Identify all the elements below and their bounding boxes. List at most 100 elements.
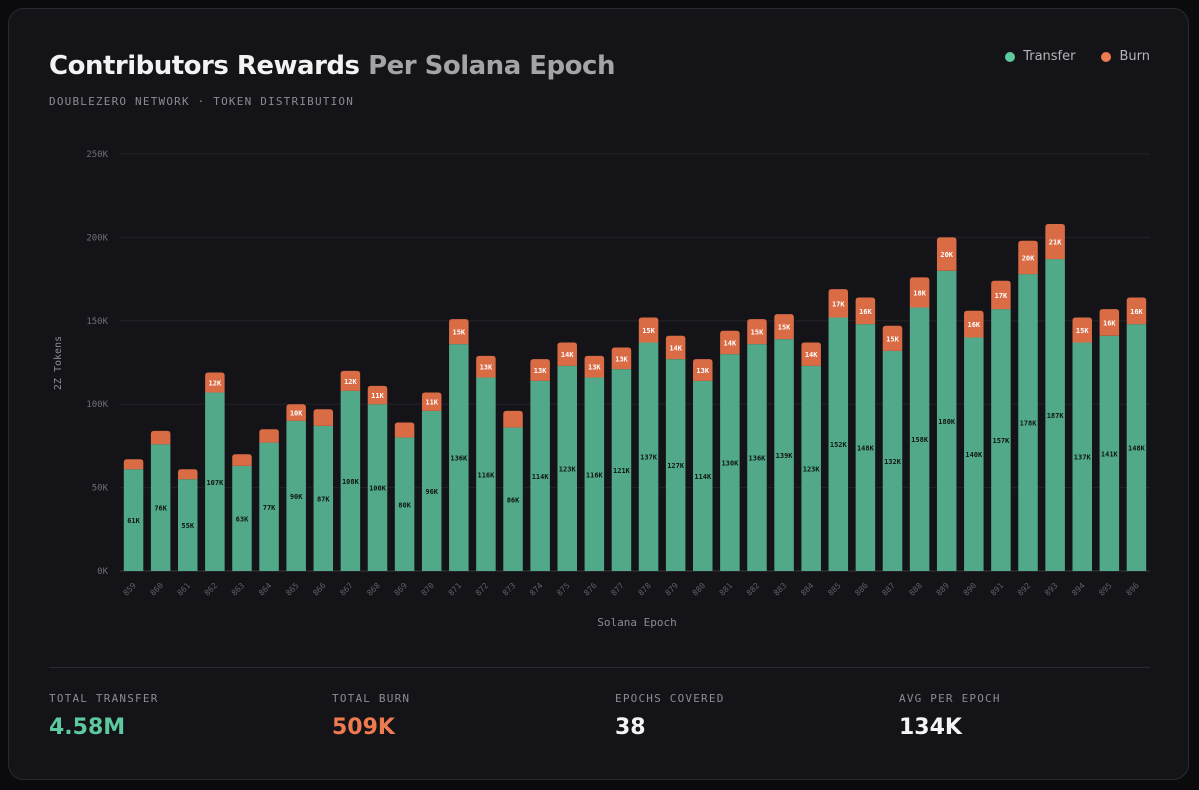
- bar-label-burn: 18K: [913, 289, 926, 297]
- x-tick-label: 892: [1016, 581, 1033, 598]
- bar-label-burn: 16K: [967, 321, 980, 329]
- bar-label-transfer: 61K: [127, 517, 140, 525]
- bar-label-transfer: 178K: [1020, 420, 1038, 428]
- bar-transfer: [232, 465, 252, 571]
- x-tick-label: 879: [663, 581, 680, 598]
- bar-burn: [476, 355, 496, 378]
- legend-label-burn: Burn: [1119, 49, 1150, 64]
- bar-transfer: [367, 404, 388, 571]
- bar-label-burn: 13K: [696, 367, 709, 375]
- bar-transfer: [178, 479, 198, 571]
- y-tick-label: 100K: [86, 400, 108, 410]
- bar-burn: [205, 372, 225, 393]
- bar-label-burn: 11K: [425, 399, 438, 407]
- stat-label: TOTAL TRANSFER: [49, 692, 159, 705]
- y-tick-label: 50K: [92, 484, 109, 494]
- bar-burn: [1099, 309, 1120, 336]
- bar-burn: [964, 310, 984, 338]
- x-tick-label: 885: [826, 581, 843, 598]
- x-tick-label: 860: [148, 581, 165, 598]
- bar-label-transfer: 100K: [369, 485, 387, 493]
- bar-label-burn: 17K: [832, 300, 845, 308]
- bar-burn: [584, 355, 605, 378]
- bar-burn: [503, 410, 523, 428]
- bar-label-burn: 15K: [778, 324, 791, 332]
- x-tick-label: 871: [447, 581, 464, 598]
- bar-label-burn: 13K: [615, 355, 628, 363]
- x-tick-label: 891: [989, 581, 1006, 598]
- bar-burn: [801, 342, 821, 366]
- bar-label-transfer: 123K: [803, 465, 821, 473]
- bar-burn: [232, 454, 252, 466]
- bar-label-transfer: 187K: [1047, 412, 1065, 420]
- bar-label-transfer: 136K: [749, 455, 767, 463]
- bar-label-burn: 21K: [1049, 239, 1062, 247]
- bar-transfer: [503, 427, 523, 571]
- bar-label-transfer: 77K: [263, 504, 276, 512]
- x-tick-label: 868: [365, 581, 382, 598]
- bar-transfer: [150, 444, 171, 571]
- stacked-bar-chart: 0K 50K 100K 150K 200K 250K 2Z Tokens Solana Epo…: [53, 150, 1150, 629]
- bar-burn: [313, 409, 334, 426]
- bar-label-transfer: 86K: [507, 496, 520, 504]
- bar-label-burn: 17K: [995, 292, 1008, 300]
- bar-label-transfer: 90K: [290, 493, 303, 501]
- bar-burn: [828, 289, 849, 318]
- bar-label-burn: 14K: [669, 344, 682, 352]
- bar-transfer: [1099, 335, 1120, 571]
- stat-epochs-covered: EPOCHS COVERED 38: [615, 692, 725, 740]
- x-tick-label: 869: [392, 581, 409, 598]
- legend-item-transfer[interactable]: Transfer: [1005, 49, 1075, 64]
- x-tick-label: 874: [528, 581, 545, 598]
- chart-legend: Transfer Burn: [1005, 49, 1150, 64]
- bar-label-transfer: 137K: [1074, 454, 1092, 462]
- bar-label-transfer: 96K: [425, 488, 438, 496]
- stat-total-burn: TOTAL BURN 509K: [332, 692, 410, 740]
- x-tick-label: 862: [203, 581, 220, 598]
- bar-transfer: [123, 469, 144, 571]
- bar-label-burn: 13K: [534, 367, 547, 375]
- bar-transfer: [340, 390, 361, 571]
- bar-label-transfer: 63K: [236, 515, 249, 523]
- bar-label-burn: 15K: [642, 327, 655, 335]
- bar-label-burn: 13K: [588, 364, 601, 372]
- bar-label-burn: 16K: [859, 308, 872, 316]
- x-tick-label: 883: [772, 581, 789, 598]
- bar-transfer: [421, 410, 442, 571]
- x-tick-label: 878: [636, 581, 653, 598]
- stat-value: 509K: [332, 715, 395, 740]
- bar-burn: [909, 277, 930, 308]
- x-tick-label: 877: [609, 581, 626, 598]
- x-tick-label: 884: [799, 581, 816, 598]
- bar-transfer: [638, 342, 659, 571]
- bar-burn: [1072, 317, 1092, 343]
- x-tick-label: 888: [907, 581, 924, 598]
- x-tick-label: 896: [1124, 581, 1141, 598]
- bar-label-transfer: 107K: [206, 479, 224, 487]
- bar-label-burn: 11K: [371, 392, 384, 400]
- bar-burn: [286, 404, 306, 421]
- x-tick-label: 866: [311, 581, 328, 598]
- stat-value: 134K: [899, 715, 962, 740]
- x-axis-label: Solana Epoch: [597, 616, 676, 629]
- legend-item-burn[interactable]: Burn: [1101, 49, 1150, 64]
- bar-burn: [611, 347, 632, 370]
- bar-label-transfer: 157K: [992, 437, 1010, 445]
- bar-label-transfer: 87K: [317, 495, 330, 503]
- bar-label-burn: 16K: [1130, 308, 1143, 316]
- bar-transfer: [1045, 259, 1065, 571]
- bar-transfer: [584, 377, 605, 571]
- bar-label-transfer: 116K: [477, 471, 495, 479]
- bar-transfer: [1126, 324, 1147, 571]
- bar-burn: [747, 319, 767, 345]
- bar-label-burn: 15K: [751, 329, 764, 337]
- bar-label-transfer: 152K: [830, 441, 848, 449]
- stats-divider: [49, 667, 1150, 668]
- stat-value: 4.58M: [49, 715, 126, 740]
- bar-transfer: [828, 317, 849, 571]
- bar-label-transfer: 148K: [857, 445, 875, 453]
- bar-burn: [340, 370, 361, 391]
- x-tick-label: 886: [853, 581, 870, 598]
- bar-transfer: [611, 369, 632, 571]
- bar-burn: [367, 385, 388, 405]
